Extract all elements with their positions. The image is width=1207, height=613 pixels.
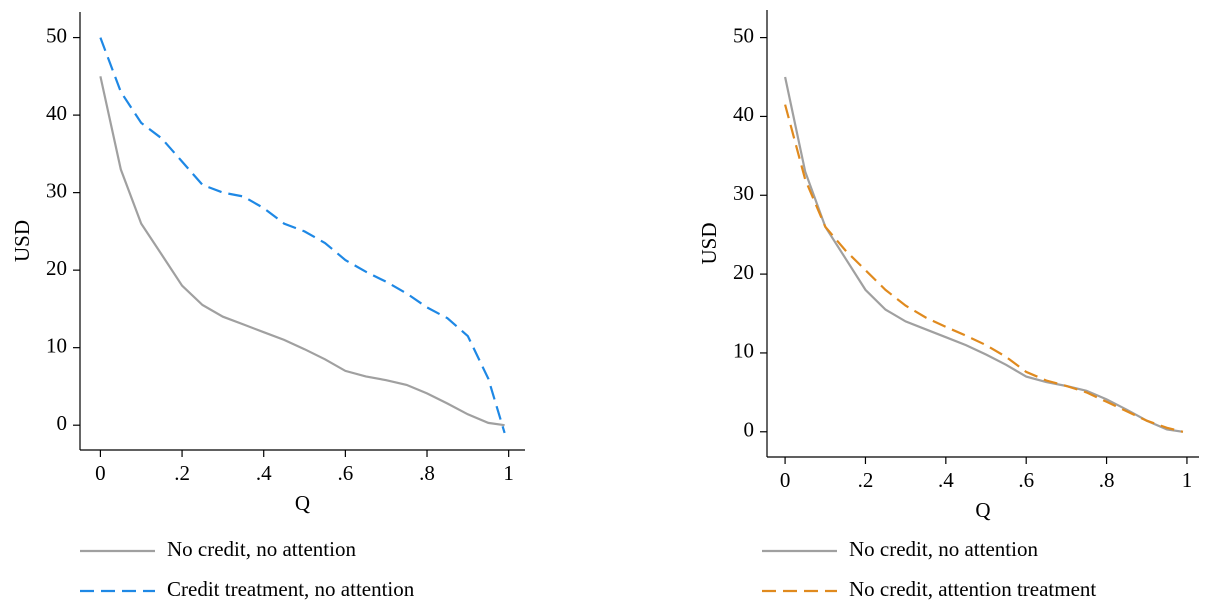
x-axis-label: Q bbox=[295, 491, 310, 515]
x-tick-label: .4 bbox=[938, 468, 954, 492]
y-tick-label: 30 bbox=[733, 181, 754, 205]
x-tick-label: .4 bbox=[256, 461, 272, 485]
y-axis-label: USD bbox=[697, 222, 721, 264]
x-tick-label: 0 bbox=[780, 468, 791, 492]
line-series bbox=[784, 76, 1184, 433]
x-tick-label: .6 bbox=[337, 461, 353, 485]
line-series bbox=[99, 37, 506, 434]
y-tick-label: 10 bbox=[46, 333, 67, 357]
y-tick-label: 20 bbox=[46, 256, 67, 280]
line-series bbox=[784, 104, 1184, 433]
y-tick-label: 0 bbox=[57, 411, 68, 435]
y-tick-label: 50 bbox=[733, 23, 754, 47]
y-tick-label: 40 bbox=[46, 101, 67, 125]
y-tick-label: 20 bbox=[733, 260, 754, 284]
legend-label: No credit, attention treatment bbox=[849, 577, 1096, 601]
legend-label: Credit treatment, no attention bbox=[167, 577, 415, 601]
y-tick-label: 0 bbox=[744, 418, 755, 442]
y-tick-label: 50 bbox=[46, 23, 67, 47]
x-tick-label: .8 bbox=[419, 461, 435, 485]
x-tick-label: 1 bbox=[503, 461, 514, 485]
y-tick-label: 30 bbox=[46, 178, 67, 202]
x-tick-label: 1 bbox=[1182, 468, 1193, 492]
y-tick-label: 10 bbox=[733, 339, 754, 363]
x-axis-label: Q bbox=[975, 498, 990, 522]
x-tick-label: .6 bbox=[1018, 468, 1034, 492]
x-tick-label: 0 bbox=[95, 461, 106, 485]
line-series bbox=[99, 76, 505, 427]
y-tick-label: 40 bbox=[733, 102, 754, 126]
x-tick-label: .2 bbox=[174, 461, 190, 485]
x-tick-label: .2 bbox=[858, 468, 874, 492]
x-tick-label: .8 bbox=[1099, 468, 1115, 492]
legend-label: No credit, no attention bbox=[849, 537, 1038, 561]
legend-label: No credit, no attention bbox=[167, 537, 356, 561]
y-axis-label: USD bbox=[10, 220, 34, 262]
